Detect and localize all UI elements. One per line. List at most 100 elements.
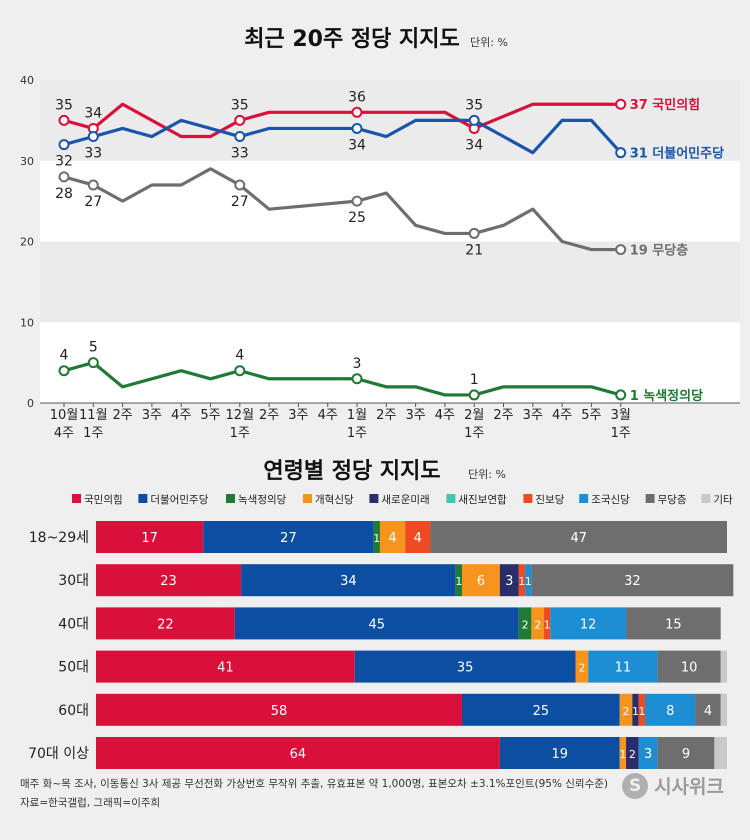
data-point-marker [615, 147, 627, 159]
x-tick-label: 1주 [83, 426, 103, 441]
data-label: 36 [348, 89, 366, 105]
bar-value-label: 12 [580, 617, 597, 632]
data-label: 3 [353, 356, 362, 372]
x-tick-label: 1주 [347, 426, 367, 441]
legend-swatch [701, 494, 711, 503]
legend-swatch [645, 494, 655, 503]
bar-segment [638, 737, 658, 769]
data-label: 27 [84, 194, 102, 210]
category-label: 60대 [58, 703, 89, 719]
bar-value-label: 4 [388, 531, 396, 546]
legend-label: 개혁신당 [315, 494, 354, 506]
bar-value-label: 1 [544, 618, 551, 631]
bar-segment [550, 607, 627, 640]
legend-label: 국민의힘 [84, 494, 123, 506]
legend-swatch [72, 494, 81, 503]
data-point-marker [468, 389, 480, 401]
brand-logo: S 시사위크 [622, 772, 724, 799]
bar-value-label: 4 [414, 531, 422, 546]
x-tick-label: 3주 [288, 408, 308, 423]
data-label: 4 [60, 348, 69, 364]
y-tick-label: 30 [20, 155, 34, 168]
data-point-marker [58, 114, 70, 126]
logo-mark-icon: S [622, 772, 649, 799]
line-chart-unit: 단위: % [470, 36, 508, 49]
data-point-marker [351, 373, 363, 385]
bar-value-label: 1 [638, 705, 645, 718]
bar-segment [499, 564, 519, 597]
data-label: 4 [235, 348, 244, 364]
bar-value-label: 2 [578, 662, 585, 675]
data-point-marker [351, 195, 363, 207]
data-label: 27 [231, 194, 249, 210]
bar-segment [657, 650, 721, 683]
bar-value-label: 1 [373, 532, 380, 545]
data-label: 1 [470, 372, 479, 388]
bar-value-label: 2 [534, 618, 541, 631]
data-point-marker [351, 106, 363, 118]
bar-segment [720, 650, 727, 683]
series-end-label: 31 더불어민주당 [630, 146, 724, 162]
x-tick-label: 5주 [581, 408, 601, 423]
bar-segment [518, 607, 532, 640]
bar-segment [525, 564, 532, 597]
bar-value-label: 3 [644, 747, 652, 762]
y-tick-label: 20 [20, 236, 34, 249]
bar-segment [379, 521, 406, 553]
legend-swatch [138, 494, 148, 503]
data-label: 35 [465, 97, 483, 113]
x-tick-label: 4주 [54, 426, 74, 441]
bar-value-label: 45 [369, 617, 386, 632]
series-line-4 [63, 361, 622, 397]
data-point-marker [58, 139, 70, 151]
x-tick-label: 4주 [435, 408, 455, 423]
bar-segment [96, 693, 462, 726]
data-point-marker [58, 365, 70, 377]
bar-value-label: 47 [570, 531, 587, 546]
bar-segment [96, 737, 500, 769]
legend-label: 무당층 [658, 494, 687, 506]
bar-segment [657, 737, 715, 769]
x-tick-label: 4주 [171, 408, 191, 423]
series-line-3 [63, 167, 621, 252]
line-chart-title: 최근 20주 정당 지지도 [244, 27, 460, 52]
x-tick-label: 3주 [405, 408, 425, 423]
bar-value-label: 1 [632, 705, 639, 718]
x-tick-label: 2주 [259, 408, 279, 423]
y-tick-label: 10 [20, 316, 34, 329]
bar-segment [96, 521, 204, 553]
bar-segment [455, 564, 462, 597]
legend-label: 새진보연합 [458, 494, 507, 506]
data-label: 35 [231, 97, 249, 113]
bar-chart-title: 연령별 정당 지지도 [263, 459, 440, 484]
data-label: 25 [348, 210, 366, 226]
legend-label: 더불어민주당 [150, 494, 208, 506]
series-line-2 [63, 118, 622, 155]
x-tick-label: 3월 [611, 408, 631, 423]
data-point-marker [234, 179, 246, 191]
bar-segment [96, 564, 242, 597]
data-point-marker [468, 227, 480, 239]
bar-value-label: 9 [682, 747, 690, 762]
bar-segment [373, 521, 380, 553]
data-label: 34 [348, 137, 366, 153]
data-label: 32 [55, 154, 73, 170]
legend-label: 기타 [713, 494, 733, 506]
data-point-marker [615, 244, 627, 256]
data-point-marker [87, 131, 99, 143]
bar-value-label: 2 [522, 618, 529, 631]
data-label: 33 [231, 146, 249, 162]
bar-value-label: 8 [666, 704, 674, 719]
category-label: 50대 [58, 660, 89, 676]
bar-value-label: 1 [455, 575, 462, 588]
x-tick-label: 2월 [464, 408, 484, 423]
bar-segment [544, 607, 551, 640]
bar-value-label: 1 [525, 575, 532, 588]
bar-segment [499, 737, 620, 769]
x-tick-label: 1주 [611, 426, 631, 441]
x-tick-label: 4주 [552, 408, 572, 423]
bar-value-label: 58 [271, 704, 288, 719]
data-point-marker [615, 98, 627, 110]
bar-chart-unit: 단위: % [468, 468, 506, 481]
